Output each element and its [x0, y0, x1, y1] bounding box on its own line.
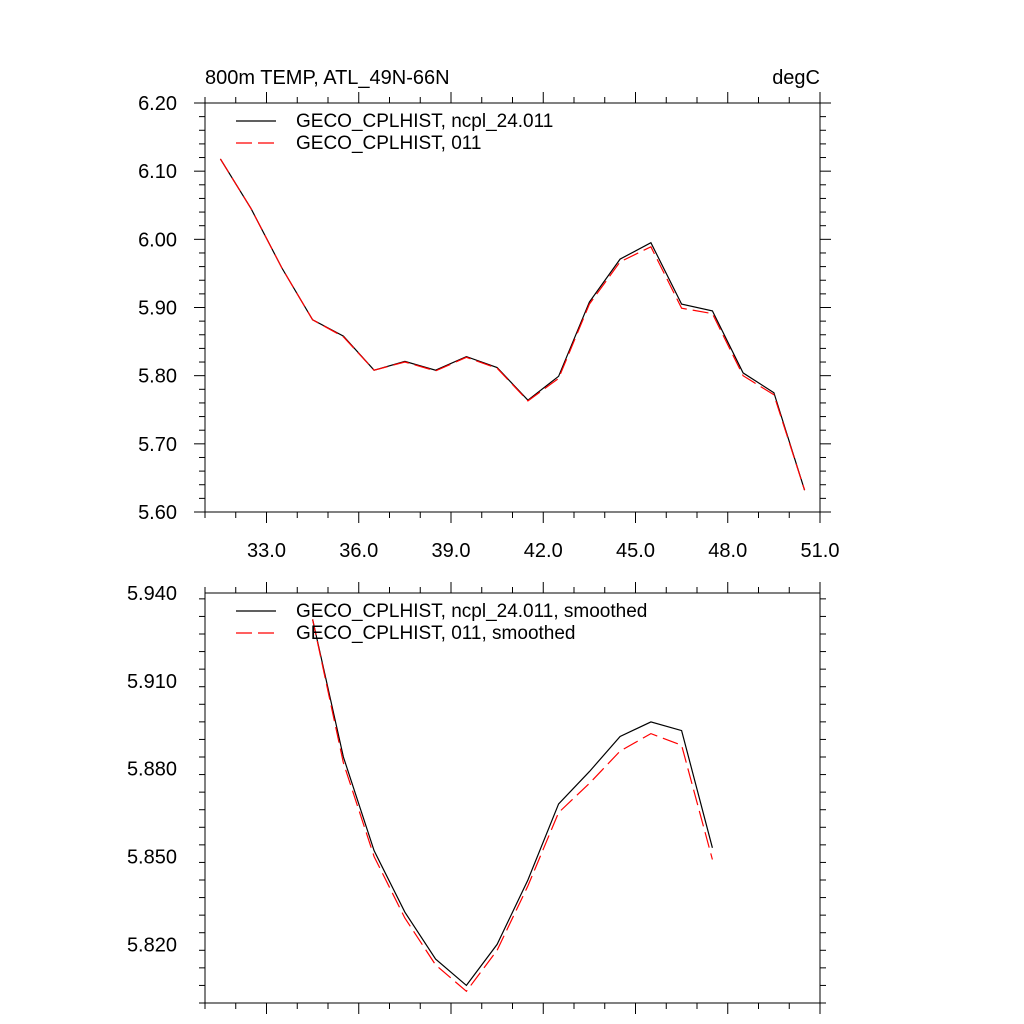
y-tick-label: 5.850	[127, 847, 177, 869]
x-tick-label: 48.0	[708, 540, 747, 562]
y-tick-label: 6.20	[138, 93, 177, 115]
x-tick-label: 45.0	[616, 540, 655, 562]
plot-frame	[204, 102, 821, 513]
y-tick-label: 6.00	[138, 229, 177, 251]
legend-label: GECO_CPLHIST, ncpl_24.011	[296, 111, 553, 132]
series-line-dashed-red	[219, 158, 806, 491]
x-tick-label: 51.0	[801, 540, 840, 562]
series-lines-top	[219, 158, 806, 491]
series-line-solid-black	[312, 619, 713, 987]
y-tick-label: 5.820	[127, 934, 177, 956]
axes-top: 33.0 36.0 39.0 42.0 45.0 48.0 51.0 5.60 5.70 5.80…	[138, 92, 839, 562]
y-tick-label: 6.10	[138, 161, 177, 183]
series-line-solid-black	[219, 158, 806, 491]
y-tick-label: 5.90	[138, 298, 177, 320]
legend-bottom: GECO_CPLHIST, ncpl_24.011, smoothedGECO_…	[236, 601, 647, 644]
y-tick-label: 5.70	[138, 434, 177, 456]
x-tick-label: 33.0	[247, 540, 286, 562]
y-tick-label: 5.60	[138, 502, 177, 524]
panel-bottom-smoothed: 5.820 5.850 5.880 5.910 5.940 GECO_CPLHIST, …	[127, 582, 826, 1014]
y-tick-label: 5.880	[127, 759, 177, 781]
legend-label: GECO_CPLHIST, ncpl_24.011, smoothed	[296, 601, 647, 622]
y-tick-label: 5.940	[127, 583, 177, 605]
legend-label: GECO_CPLHIST, 011, smoothed	[296, 623, 576, 644]
y-tick-label: 5.80	[138, 366, 177, 388]
series-lines-bottom	[312, 619, 713, 993]
x-tick-label: 36.0	[339, 540, 378, 562]
panel-top-temperature: 800m TEMP, ATL_49N-66N degC 33.0 36.0 39.0…	[138, 67, 839, 562]
x-tick-label: 42.0	[524, 540, 563, 562]
chart-title: 800m TEMP, ATL_49N-66N	[205, 67, 450, 89]
x-tick-label: 39.0	[432, 540, 471, 562]
units-label: degC	[772, 67, 820, 89]
legend-label: GECO_CPLHIST, 011	[296, 133, 482, 154]
series-line-dashed-red	[312, 619, 713, 993]
axes-bottom: 5.820 5.850 5.880 5.910 5.940	[127, 582, 826, 1014]
plot-frame	[204, 592, 821, 1004]
y-tick-label: 5.910	[127, 671, 177, 693]
